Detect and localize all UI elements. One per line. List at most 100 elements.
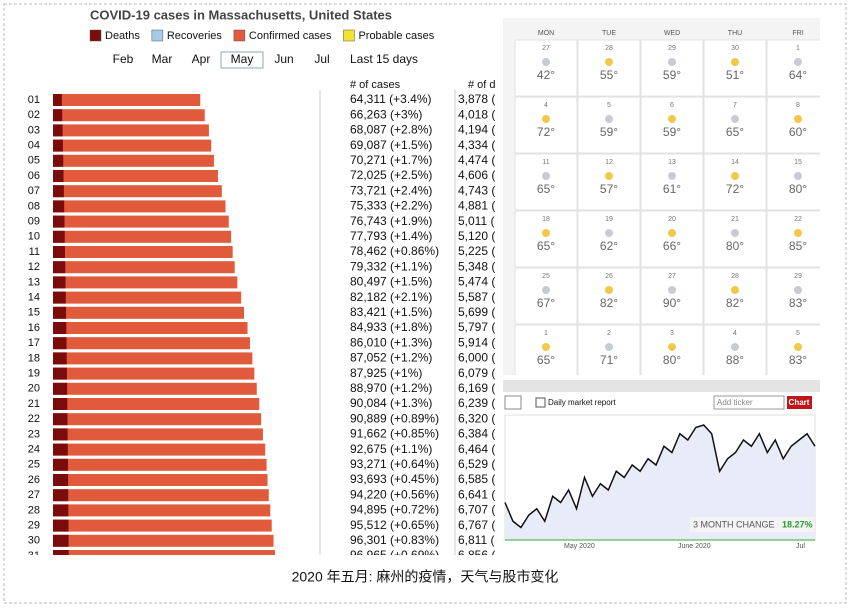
confirmed-bar (53, 352, 253, 365)
deaths-cell: 6,239 ( (458, 396, 495, 410)
legend-label: Recoveries (167, 30, 223, 42)
weather-icon (605, 343, 613, 351)
day-date: 22 (794, 216, 802, 223)
month-tab[interactable]: Mar (152, 52, 173, 66)
day-label: 22 (28, 413, 40, 425)
day-label: 07 (28, 185, 40, 197)
confirmed-bar (53, 489, 269, 502)
chart-button[interactable]: Chart (789, 398, 810, 407)
day-date: 5 (607, 102, 611, 109)
month-tab[interactable]: Jun (274, 52, 293, 66)
day-cell (640, 210, 704, 268)
change-label: 3 MONTH CHANGE (693, 519, 775, 529)
weather-icon (605, 58, 613, 66)
confirmed-bar (53, 276, 238, 289)
x-label: May 2020 (564, 543, 595, 550)
day-date: 25 (542, 273, 550, 280)
weather-icon (731, 172, 739, 180)
deaths-cell: 6,585 ( (458, 472, 495, 486)
confirmed-bar (53, 185, 222, 198)
day-date: 15 (794, 159, 802, 166)
day-temp: 72° (537, 125, 555, 139)
day-label: 24 (28, 444, 40, 456)
month-tab[interactable]: May (231, 52, 254, 66)
deaths-cell: 6,856 ( (458, 548, 495, 562)
day-date: 1 (796, 45, 800, 52)
deaths-bar (53, 443, 68, 456)
deaths-bar (53, 215, 65, 228)
checkbox-label[interactable]: Daily market report (548, 398, 616, 407)
deaths-bar (53, 94, 62, 106)
day-cell (640, 96, 704, 154)
deaths-bar (53, 367, 67, 380)
price-line (504, 424, 816, 529)
cases-cell: 79,332 (+1.1%) (350, 259, 432, 273)
cases-cell: 94,220 (+0.56%) (350, 487, 439, 501)
month-tab[interactable]: Last 15 days (350, 52, 418, 66)
day-temp: 82° (600, 296, 618, 310)
column-header: # of cases (350, 79, 401, 91)
day-temp: 80° (789, 182, 807, 196)
weather-icon (731, 115, 739, 123)
day-temp: 59° (600, 125, 618, 139)
month-tab[interactable]: Jul (314, 52, 329, 66)
day-cell (514, 39, 578, 97)
confirmed-bar (53, 428, 263, 441)
cases-cell: 88,970 (+1.2%) (350, 381, 432, 395)
day-cell (766, 153, 820, 211)
deaths-cell: 5,914 ( (458, 335, 495, 349)
deaths-cell: 4,334 ( (458, 138, 495, 152)
legend-swatch (233, 29, 246, 42)
day-date: 14 (731, 159, 739, 166)
confirmed-bar (53, 474, 268, 486)
weekday: TUE (602, 30, 616, 37)
weather-icon (605, 286, 613, 294)
day-temp: 82° (726, 296, 744, 310)
deaths-bar (53, 337, 67, 350)
cases-cell: 96,965 (+0.69%) (350, 548, 439, 562)
cases-cell: 77,793 (+1.4%) (350, 229, 432, 243)
column-header: # of d (468, 79, 496, 91)
legend-swatch (151, 29, 164, 42)
deaths-cell: 4,743 ( (458, 183, 495, 197)
month-tab[interactable]: Feb (113, 52, 134, 66)
day-label: 31 (28, 550, 40, 562)
day-date: 1 (544, 330, 548, 337)
deaths-bar (53, 489, 69, 502)
day-label: 13 (28, 276, 40, 288)
confirmed-bar (53, 215, 229, 228)
cases-cell: 84,933 (+1.8%) (350, 320, 432, 334)
deaths-bar (53, 534, 69, 547)
day-date: 13 (668, 159, 676, 166)
deaths-bar (53, 398, 68, 410)
deaths-cell: 6,707 ( (458, 503, 495, 517)
day-date: 28 (605, 45, 613, 52)
weather-icon (668, 172, 676, 180)
weather-icon (668, 115, 676, 123)
deaths-cell: 4,881 ( (458, 199, 495, 213)
day-cell (577, 267, 641, 325)
day-date: 12 (605, 159, 613, 166)
day-label: 10 (28, 231, 40, 243)
day-cell (640, 267, 704, 325)
day-temp: 66° (663, 239, 681, 253)
cases-cell: 66,263 (+3%) (350, 107, 422, 121)
day-temp: 85° (789, 239, 807, 253)
confirmed-bar (53, 458, 267, 471)
cases-cell: 87,052 (+1.2%) (350, 351, 432, 365)
day-temp: 65° (537, 182, 555, 196)
month-tab[interactable]: Apr (192, 52, 211, 66)
deaths-bar (53, 230, 65, 243)
day-label: 15 (28, 307, 40, 319)
weather-icon (542, 286, 550, 294)
day-date: 29 (668, 45, 676, 52)
deaths-cell: 6,169 ( (458, 381, 495, 395)
day-date: 2 (607, 330, 611, 337)
ticker-input[interactable]: Add ticker (717, 398, 753, 407)
deaths-cell: 5,474 ( (458, 275, 495, 289)
day-temp: 71° (600, 353, 618, 367)
day-temp: 90° (663, 296, 681, 310)
deaths-bar (53, 276, 66, 289)
day-label: 03 (28, 124, 40, 136)
cases-cell: 91,662 (+0.85%) (350, 427, 439, 441)
